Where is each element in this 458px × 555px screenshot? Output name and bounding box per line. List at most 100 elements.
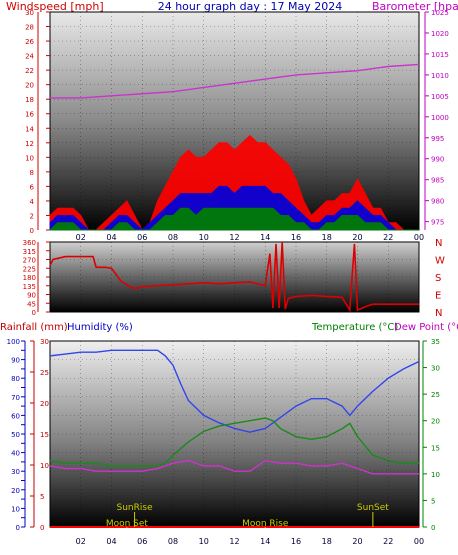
y-tick-label: 10	[25, 154, 34, 162]
rainfall-axis-title: Rainfall (mm)	[0, 322, 68, 333]
y-tick-label: 315	[23, 248, 36, 256]
humidity-tick-label: 40	[11, 450, 20, 458]
y-tick-label: 0	[30, 227, 34, 235]
y2-tick-label: 990	[431, 156, 444, 164]
y-tick-label: 16	[25, 111, 34, 119]
y2-tick-label: 995	[431, 135, 444, 143]
humidity-line	[49, 349, 420, 433]
x-tick-label: 12	[229, 233, 239, 242]
x-tick-label: 12	[229, 537, 239, 546]
humidity-tick-label: 10	[11, 505, 20, 513]
y-tick-label: 4	[30, 198, 35, 206]
sun-moon-events: Moon Set SunRise Moon Rise SunSet	[106, 503, 389, 529]
humidity-tick-label: 70	[11, 394, 20, 402]
y2-tick-label: 1000	[431, 114, 449, 122]
y2-tick-label: 1020	[431, 30, 449, 38]
y-tick-label: 90	[27, 292, 36, 300]
x-tick-label: 06	[137, 537, 147, 546]
temperature-tick-label: 10	[431, 471, 440, 479]
compass-label: N	[435, 238, 442, 249]
temperature-tick-label: 0	[431, 524, 435, 532]
x-tick-label: 18	[322, 233, 332, 242]
y-tick-label: 28	[25, 24, 34, 32]
x-tick-label: 08	[168, 233, 178, 242]
y-tick-label: 18	[25, 96, 34, 104]
direction-series	[49, 241, 419, 313]
temperature-axis-title: Temperature (°C)	[311, 322, 398, 333]
lull-wind-area	[48, 207, 419, 231]
event-label: Moon Rise	[242, 519, 289, 529]
event-label: SunSet	[357, 503, 389, 513]
y-tick-label: 24	[25, 53, 34, 61]
y-tick-label: 30	[25, 9, 34, 17]
humidity-tick-label: 30	[11, 468, 20, 476]
rain-tick-label: 5	[40, 493, 44, 501]
x-tick-label: 00	[414, 537, 424, 546]
x-tick-label: 14	[260, 537, 270, 546]
x-tick-label: 10	[199, 233, 209, 242]
y2-tick-label: 1005	[431, 93, 449, 101]
x-tick-label: 22	[383, 537, 393, 546]
x-tick-label: 04	[106, 537, 116, 546]
rain-tick-label: 20	[40, 400, 49, 408]
y2-tick-label: 1015	[431, 51, 449, 59]
y-tick-label: 22	[25, 67, 34, 75]
x-tick-label: 02	[76, 537, 86, 546]
humidity-tick-label: 80	[11, 375, 20, 383]
x-tick-label: 06	[137, 233, 147, 242]
y-tick-label: 6	[30, 183, 35, 191]
y-tick-label: 180	[23, 274, 36, 282]
gust-wind-area	[49, 134, 419, 231]
rain-tick-label: 0	[40, 524, 44, 532]
temperature-tick-label: 30	[431, 365, 440, 373]
windspeed-axis-title: Windspeed [mph]	[6, 0, 104, 13]
temperature-axis: 0 5 10 15 20 25 30 35	[422, 338, 440, 532]
humidity-axis: 0 10 20 30 40 50 60 70 80 90 100	[7, 338, 26, 532]
y-tick-label: 135	[23, 283, 36, 291]
direction-panel-grid	[50, 241, 420, 313]
temperature-tick-label: 20	[431, 418, 440, 426]
rainfall-axis: 0 5 10 15 20 25 30	[30, 338, 49, 532]
x-tick-label: 20	[352, 233, 362, 242]
barometer-line	[50, 63, 420, 99]
x-tick-label: 20	[352, 537, 362, 546]
wind-x-axis: 02 04 06 08 10 12 14 16 18 20 22 00	[76, 233, 424, 242]
y-tick-label: 20	[25, 82, 34, 90]
rain-tick-label: 15	[40, 431, 49, 439]
y-tick-label: 225	[23, 265, 36, 273]
temperature-tick-label: 5	[431, 497, 435, 505]
x-tick-label: 16	[291, 537, 301, 546]
temperature-line	[49, 417, 419, 467]
y-tick-label: 45	[27, 300, 36, 308]
x-tick-label: 04	[106, 233, 116, 242]
humidity-axis-title: Humidity (%)	[67, 322, 133, 333]
temperature-tick-label: 25	[431, 391, 440, 399]
y-tick-label: 360	[23, 239, 36, 247]
x-tick-label: 22	[383, 233, 393, 242]
y-tick-label: 2	[30, 212, 34, 220]
humidity-tick-label: 100	[7, 338, 20, 346]
rain-tick-label: 10	[40, 462, 49, 470]
humidity-tick-label: 50	[11, 431, 20, 439]
y-tick-label: 26	[25, 38, 34, 46]
direction-line	[49, 241, 419, 313]
y2-tick-label: 980	[431, 198, 444, 206]
humidity-tick-label: 60	[11, 412, 20, 420]
event-label: SunRise	[117, 503, 154, 513]
y-tick-label: 0	[32, 309, 36, 317]
compass-label: N	[435, 308, 442, 319]
humidity-tick-label: 20	[11, 487, 20, 495]
rain-tick-label: 25	[40, 369, 49, 377]
dewpoint-axis-title: Dew Point (°C	[394, 322, 458, 333]
x-tick-label: 10	[199, 537, 209, 546]
temp-humidity-series	[49, 349, 420, 528]
x-tick-label: 16	[291, 233, 301, 242]
y2-tick-label: 1025	[431, 9, 449, 17]
rain-tick-label: 30	[40, 338, 49, 346]
event-label: Moon Set	[106, 519, 149, 529]
x-tick-label: 14	[260, 233, 270, 242]
